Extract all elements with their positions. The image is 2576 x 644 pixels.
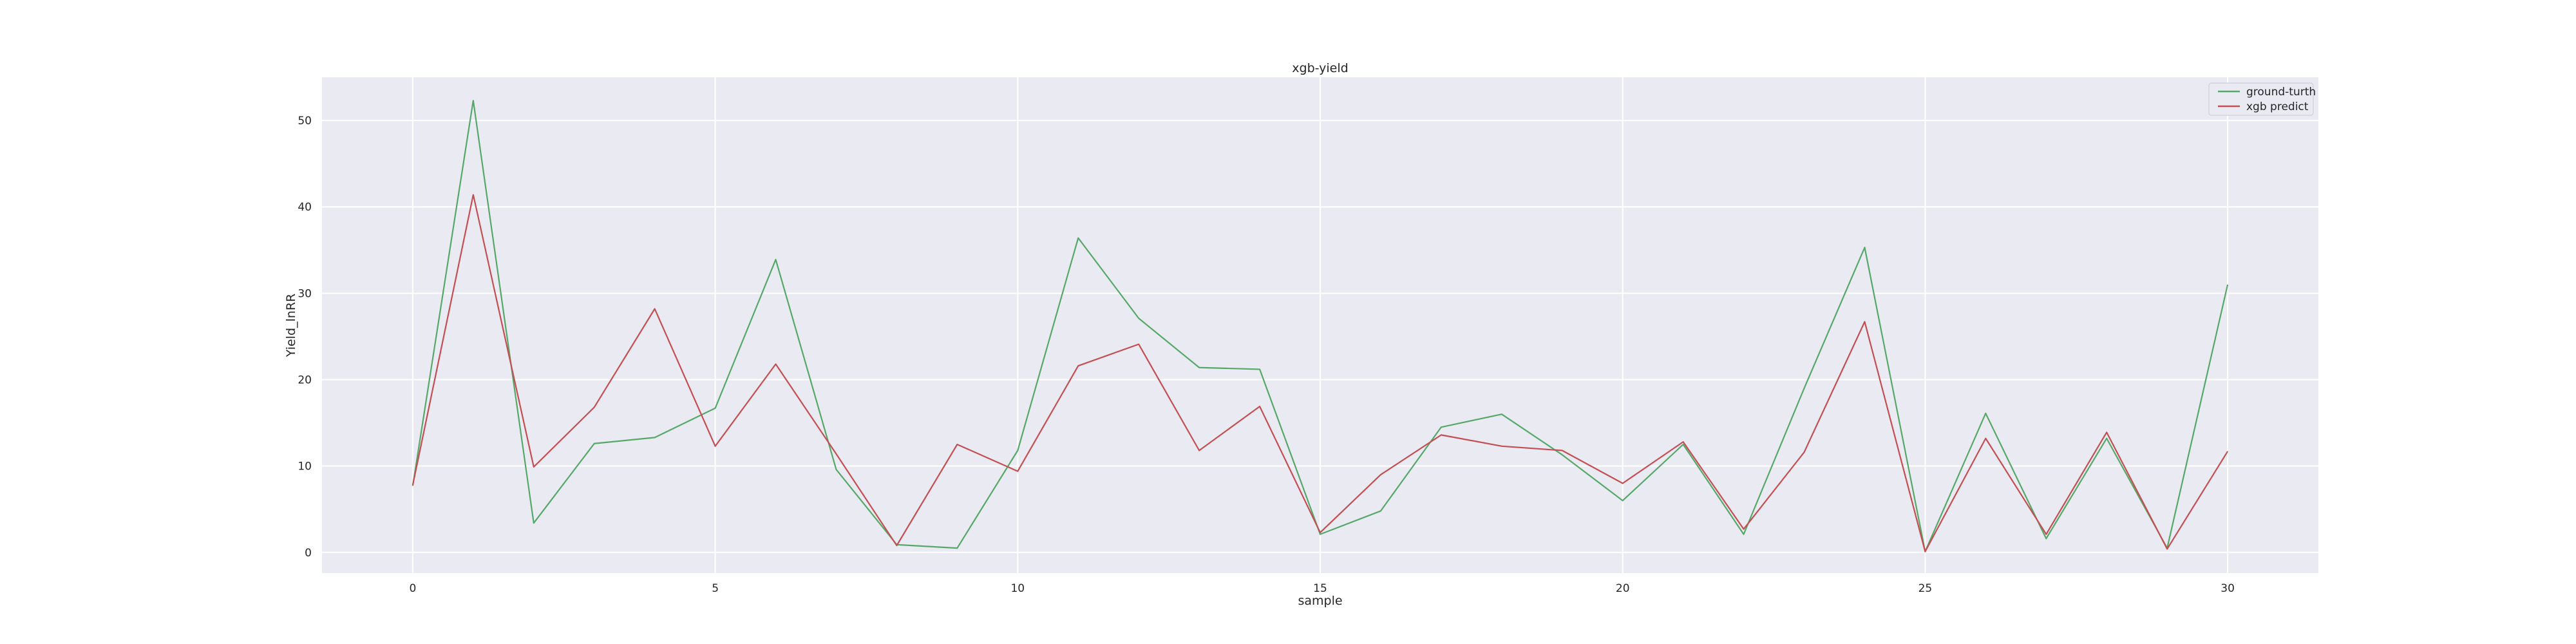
legend-label-xgb-predict: xgb predict bbox=[2246, 100, 2309, 113]
x-tick-label: 15 bbox=[1313, 582, 1327, 595]
legend: ground-turth xgb predict bbox=[2208, 82, 2316, 116]
series-group bbox=[412, 100, 2229, 553]
y-tick-label: 0 bbox=[305, 547, 312, 560]
x-tick-label: 5 bbox=[712, 582, 719, 595]
grid bbox=[322, 77, 2318, 573]
x-tick-label: 10 bbox=[1010, 582, 1025, 595]
series-line-xgb-predict bbox=[412, 194, 2229, 553]
x-tick-label: 30 bbox=[2221, 582, 2235, 595]
x-tick-label: 20 bbox=[1616, 582, 1630, 595]
y-tick-label: 10 bbox=[298, 460, 312, 473]
x-axis-label: sample bbox=[1298, 594, 1342, 608]
x-tick-label: 0 bbox=[409, 582, 416, 595]
chart-title: xgb-yield bbox=[1292, 61, 1348, 75]
y-tick-label: 40 bbox=[298, 201, 312, 214]
x-axis-ticks: 0 5 10 15 20 25 30 bbox=[409, 582, 2234, 595]
y-axis-label: Yield_lnRR bbox=[284, 294, 298, 357]
x-tick-label: 25 bbox=[1918, 582, 1933, 595]
y-tick-label: 30 bbox=[298, 287, 312, 300]
y-axis-ticks: 0 10 20 30 40 50 bbox=[298, 115, 312, 560]
y-tick-label: 50 bbox=[298, 115, 312, 128]
legend-label-ground-turth: ground-turth bbox=[2246, 86, 2316, 99]
y-tick-label: 20 bbox=[298, 374, 312, 387]
